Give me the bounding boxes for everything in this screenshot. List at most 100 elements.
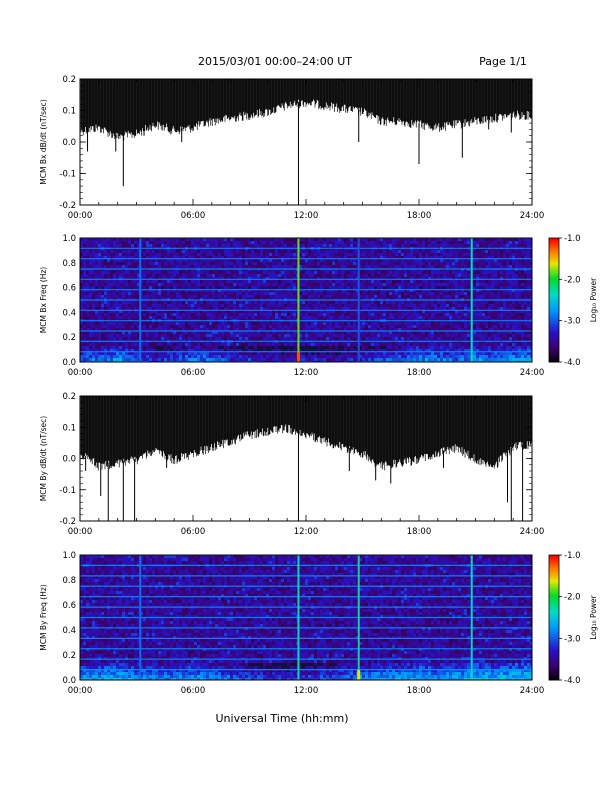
spectrogram-cell (110, 265, 113, 268)
spectrogram-cell (404, 277, 407, 280)
spectrogram-cell (437, 322, 440, 325)
spectrogram-cell (161, 280, 164, 283)
spectrogram-cell (281, 322, 284, 325)
spectrogram-cell (494, 274, 497, 277)
spectrogram-cell (500, 325, 503, 328)
spectrogram-cell (263, 256, 266, 259)
spectrogram-cell (113, 292, 116, 295)
spectrogram-cell (431, 322, 434, 325)
spectrogram-cell (386, 256, 389, 259)
spectrogram-cell (146, 274, 149, 277)
spectrogram-cell (188, 271, 191, 274)
spectrogram-cell (335, 301, 338, 304)
spectrogram-cell (101, 262, 104, 265)
spectrogram-cell (158, 331, 161, 334)
spectrogram-cell (434, 325, 437, 328)
spectrogram-cell (374, 271, 377, 274)
spectrogram-cell (161, 265, 164, 268)
spectrogram-cell (146, 271, 149, 274)
spectrogram-cell (347, 307, 350, 310)
spectrogram-cell (254, 322, 257, 325)
spectrogram-cell (476, 286, 479, 289)
spectrogram-cell (317, 313, 320, 316)
spectrogram-cell (185, 286, 188, 289)
spectrogram-cell (122, 256, 125, 259)
spectrogram-cell (239, 238, 242, 241)
spectrogram-cell (329, 241, 332, 244)
spectrogram-cell (473, 292, 476, 295)
spectrogram-cell (281, 271, 284, 274)
spectrogram-cell (518, 283, 521, 286)
spectrogram-cell (254, 295, 257, 298)
spectrogram-cell (230, 289, 233, 292)
spectrogram-cell (374, 259, 377, 262)
spectrogram-cell (326, 310, 329, 313)
spectrogram-cell (182, 331, 185, 334)
spectrogram-cell (362, 277, 365, 280)
spectrogram-cell (257, 241, 260, 244)
spectrogram-cell (101, 322, 104, 325)
spectrogram-cell (413, 328, 416, 331)
spectrogram-cell (506, 265, 509, 268)
spectrogram-cell (239, 241, 242, 244)
spectrogram-cell (197, 313, 200, 316)
spectrogram-cell (353, 280, 356, 283)
spectrogram-cell (251, 244, 254, 247)
spectrogram-cell (107, 295, 110, 298)
spectrogram-cell (242, 271, 245, 274)
spectrogram-cell (242, 292, 245, 295)
spectrogram-cell (392, 286, 395, 289)
spectrogram-cell (464, 256, 467, 259)
spectrogram-cell (101, 253, 104, 256)
spectrogram-cell (230, 325, 233, 328)
spectrogram-cell (374, 328, 377, 331)
spectrogram-cell (92, 307, 95, 310)
spectrogram-cell (485, 244, 488, 247)
spectrogram-cell (188, 244, 191, 247)
spectrogram-cell (98, 304, 101, 307)
spectrogram-cell (476, 301, 479, 304)
spectrogram-cell (332, 292, 335, 295)
spectrogram-cell (155, 310, 158, 313)
spectrogram-cell (122, 265, 125, 268)
spectrogram-cell (110, 313, 113, 316)
spectrogram-cell (425, 307, 428, 310)
spectrogram-cell (383, 304, 386, 307)
spectrogram-cell (203, 259, 206, 262)
spectrogram-cell (437, 244, 440, 247)
spectrogram-cell (437, 271, 440, 274)
spectrogram-cell (467, 292, 470, 295)
spectrogram-cell (344, 328, 347, 331)
spectrogram-cell (125, 310, 128, 313)
spectrogram-cell (212, 316, 215, 319)
spectrogram-cell (464, 310, 467, 313)
spectrogram-cell (119, 241, 122, 244)
spectrogram-cell (143, 313, 146, 316)
spectrogram-cell (263, 277, 266, 280)
spectrogram-cell (302, 277, 305, 280)
spectrogram-cell (239, 262, 242, 265)
spectrogram-cell (245, 301, 248, 304)
spectrogram-cell (191, 241, 194, 244)
spectrogram-cell (344, 325, 347, 328)
spectrogram-cell (269, 313, 272, 316)
spectrogram-cell (176, 307, 179, 310)
spectrogram-cell (122, 304, 125, 307)
spectrogram-cell (170, 280, 173, 283)
spectrogram-cell (197, 265, 200, 268)
spectrogram-cell (503, 292, 506, 295)
spectrogram-cell (356, 328, 359, 331)
spectrogram-cell (293, 310, 296, 313)
spectrogram-cell (278, 256, 281, 259)
spectrogram-cell (131, 331, 134, 334)
spectrogram-cell (302, 244, 305, 247)
spectrogram-cell (209, 325, 212, 328)
spectrogram-cell (329, 259, 332, 262)
spectrogram-cell (413, 310, 416, 313)
spectrogram-cell (440, 265, 443, 268)
spectrogram-cell (227, 325, 230, 328)
spectrogram-cell (245, 289, 248, 292)
spectrogram-cell (383, 241, 386, 244)
spectrogram-cell (146, 325, 149, 328)
spectrogram-cell (254, 244, 257, 247)
